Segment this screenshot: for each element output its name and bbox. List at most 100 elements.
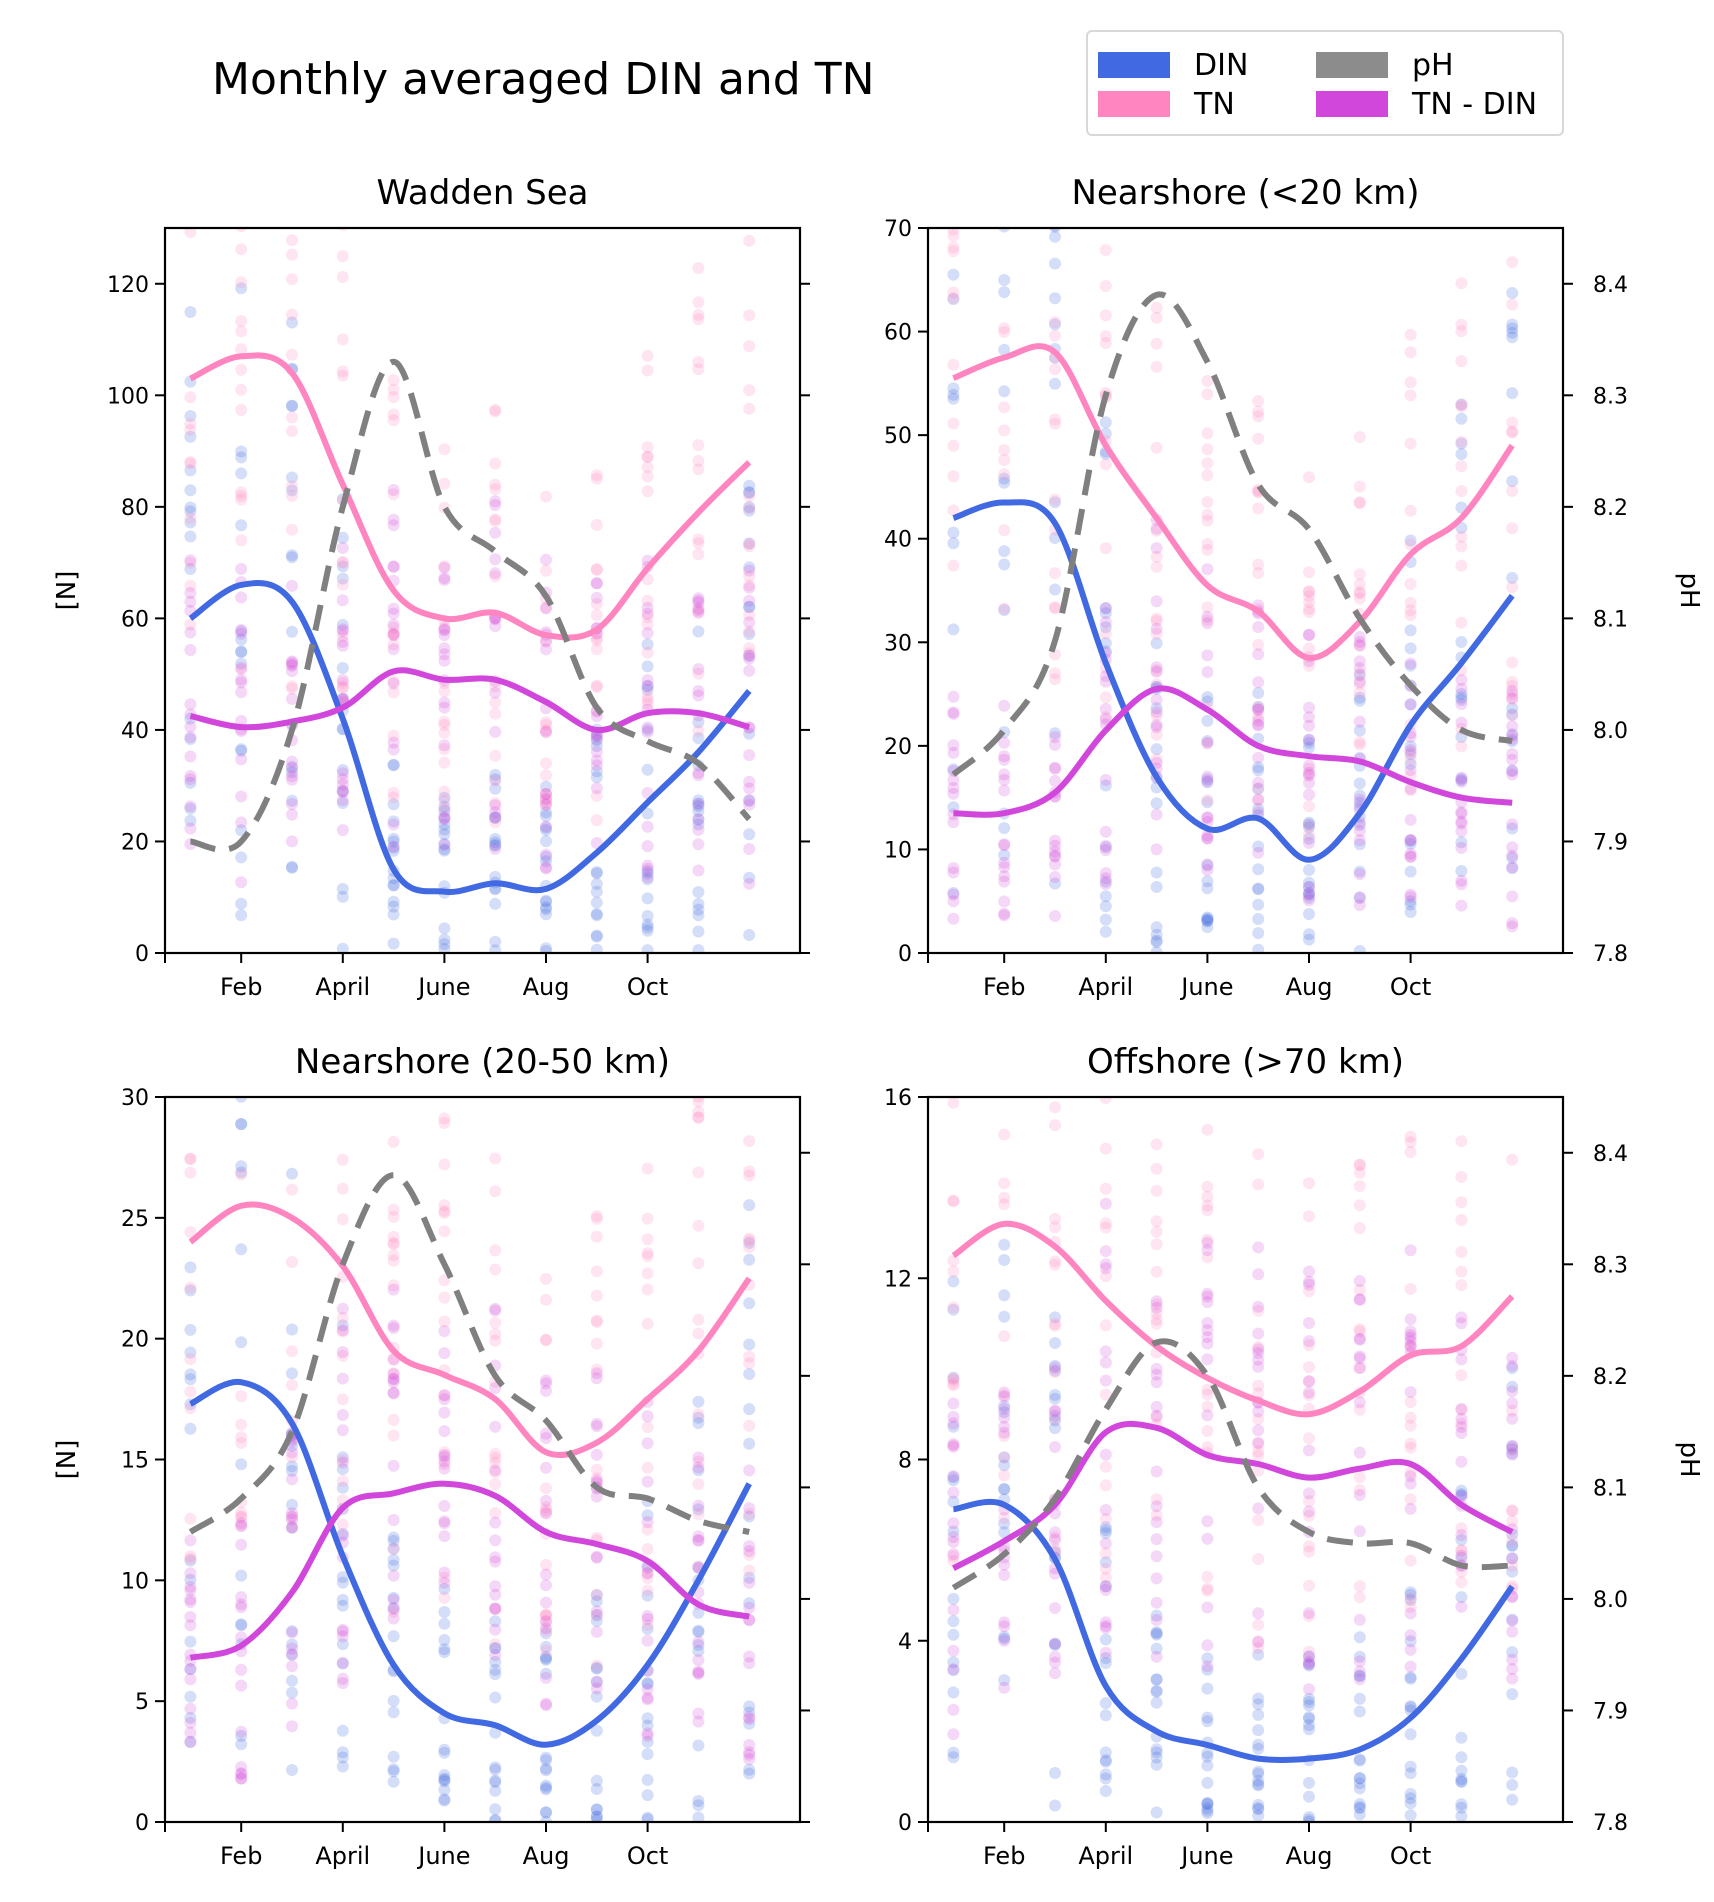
scatter-point (184, 306, 197, 318)
scatter-point (743, 561, 756, 574)
scatter-point (1252, 1341, 1265, 1354)
scatter-point (235, 1519, 248, 1532)
scatter-point (235, 1772, 248, 1785)
legend-swatch-tn-din (1316, 91, 1388, 117)
scatter-point (489, 1555, 502, 1568)
scatter-point (1506, 1385, 1519, 1398)
scatter-point (540, 1334, 552, 1347)
scatter-point (1353, 578, 1366, 591)
scatter-point (387, 1514, 400, 1526)
y2-tick-label: 7.9 (1593, 1699, 1628, 1724)
scatter-point (1099, 1580, 1112, 1593)
scatter-point (489, 1642, 502, 1655)
scatter-point (540, 726, 552, 739)
scatter-point (743, 1748, 756, 1761)
scatter-point (1099, 1580, 1112, 1593)
scatter-point (998, 101, 1010, 113)
scatter-point (692, 596, 705, 609)
scatter-point (1099, 844, 1112, 857)
scatter-point (286, 1626, 298, 1639)
scatter-point (438, 800, 451, 813)
scatter-point (1150, 1743, 1163, 1756)
scatter-point (184, 1567, 197, 1580)
scatter-point (438, 1117, 451, 1129)
scatter-point (743, 537, 756, 550)
scatter-point (692, 602, 705, 615)
scatter-point (998, 1400, 1011, 1412)
scatter-point (1455, 1317, 1468, 1330)
scatter-point (336, 942, 349, 953)
scatter-point (1303, 759, 1315, 772)
series-line-ph-nearshore-20-km (951, 291, 1513, 777)
scatter-point (641, 1622, 654, 1635)
scatter-point (743, 1540, 756, 1553)
scatter-point (743, 1767, 756, 1780)
scatter-point (998, 1411, 1011, 1424)
scatter-point (1150, 928, 1163, 941)
scatter-point (1150, 702, 1163, 715)
scatter-point (1252, 1437, 1265, 1450)
scatter-point (235, 909, 248, 922)
scatter-point (235, 676, 248, 689)
scatter-point (692, 1105, 705, 1118)
scatter-point (387, 1602, 400, 1615)
scatter-point (743, 1007, 755, 1019)
scatter-point (438, 1515, 451, 1528)
scatter-point (387, 1775, 400, 1788)
scatter-point (235, 1060, 247, 1072)
scatter-point (1455, 688, 1468, 700)
scatter-point (1201, 1804, 1214, 1817)
scatter-point (1252, 761, 1265, 774)
scatter-point (489, 1602, 502, 1615)
scatter-point (438, 1393, 451, 1406)
scatter-point (743, 871, 756, 884)
scatter-point (1404, 1466, 1417, 1479)
scatter-point (235, 1243, 248, 1256)
scatter-point (1404, 847, 1417, 860)
scatter-point (489, 1304, 502, 1317)
scatter-point (743, 929, 756, 941)
scatter-point (1303, 880, 1315, 893)
scatter-point (184, 155, 196, 167)
scatter-point (947, 78, 959, 90)
scatter-point (641, 1610, 654, 1622)
scatter-point (1099, 542, 1112, 555)
x-tick-label: Feb (220, 1842, 263, 1870)
scatter-point (1049, 1311, 1061, 1324)
scatter-point (184, 191, 196, 203)
scatter-point (1303, 928, 1315, 941)
scatter-point (1404, 1672, 1417, 1685)
scatter-point (641, 840, 654, 853)
scatter-point (1252, 648, 1265, 661)
scatter-point (1201, 1324, 1214, 1337)
scatter-point (1201, 875, 1214, 888)
scatter-point (184, 1552, 197, 1565)
scatter-point (998, 750, 1011, 763)
scatter-point (1455, 1080, 1467, 1092)
scatter-point (692, 1111, 705, 1124)
scatter-point (1303, 832, 1315, 845)
scatter-point (743, 384, 756, 397)
scatter-point (743, 1548, 756, 1561)
scatter-point (1099, 872, 1112, 885)
scatter-point (1252, 567, 1265, 579)
scatter-point (1099, 244, 1112, 256)
scatter-point (1150, 664, 1163, 677)
scatter-point (489, 1774, 502, 1787)
scatter-point (743, 1717, 756, 1730)
scatter-point (235, 383, 248, 396)
scatter-point (387, 895, 400, 908)
scatter-point (1252, 776, 1265, 789)
scatter-point (641, 1475, 654, 1488)
scatter-point (540, 643, 552, 656)
scatter-point (1404, 1341, 1417, 1354)
scatter-point (1303, 1692, 1315, 1705)
scatter-point (998, 773, 1011, 786)
scatter-point (641, 485, 654, 498)
scatter-point (1303, 1811, 1315, 1822)
scatter-point (1506, 849, 1519, 862)
scatter-point (1303, 1317, 1315, 1329)
scatter-point (1150, 843, 1163, 856)
scatter-point (692, 1666, 705, 1679)
scatter-point (540, 757, 552, 770)
